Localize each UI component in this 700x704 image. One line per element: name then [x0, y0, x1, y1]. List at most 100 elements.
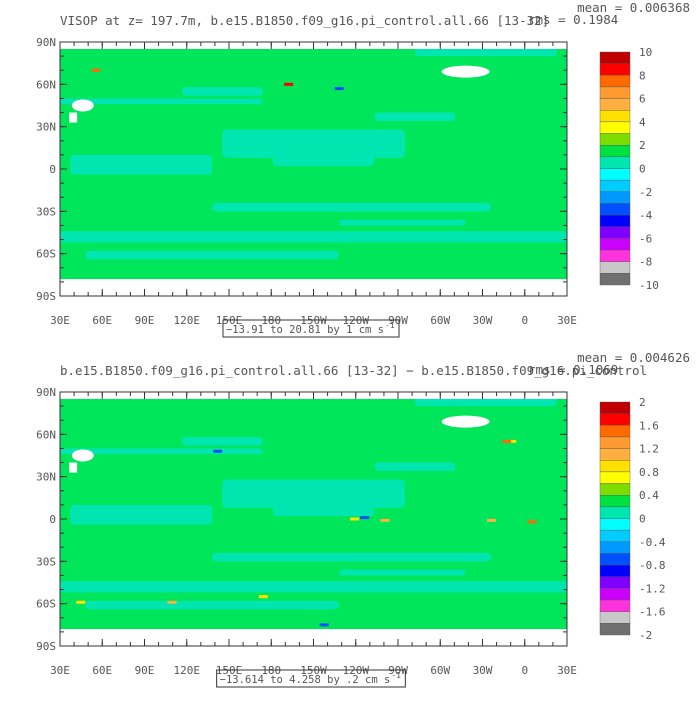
- colorbar-swatch: [599, 460, 631, 473]
- anomaly-speck: [167, 600, 177, 604]
- colorbar-swatch: [599, 588, 631, 601]
- y-tick-label: 30S: [36, 205, 56, 218]
- plot-title: VISOP at z= 197.7m, b.e15.B1850.f09_g16.…: [60, 13, 549, 28]
- colorbar-swatch: [599, 436, 631, 449]
- colorbar-label: -2: [639, 186, 652, 199]
- range-label-box: [216, 669, 406, 688]
- range-label-exponent: -1: [391, 671, 401, 680]
- x-tick-label: 30W: [473, 664, 493, 677]
- colorbar-swatch: [599, 576, 631, 589]
- mean-readout: mean = 0.004626: [577, 350, 690, 365]
- colorbar-label: -0.4: [639, 536, 666, 549]
- y-tick-label: 60S: [36, 598, 56, 611]
- colorbar-swatch: [599, 63, 631, 76]
- colorbar-swatch: [599, 98, 631, 111]
- negative-anomaly-band: [70, 154, 213, 175]
- anomaly-speck: [213, 449, 223, 453]
- colorbar-label: -8: [639, 256, 652, 269]
- negative-anomaly-band: [60, 448, 263, 455]
- negative-anomaly-band: [70, 504, 213, 525]
- colorbar-swatch: [599, 599, 631, 612]
- colorbar-swatch: [599, 214, 631, 227]
- anomaly-speck: [284, 82, 294, 86]
- colorbar-label: 2: [639, 139, 646, 152]
- colorbar-label: 1.2: [639, 443, 659, 456]
- caspian-mask: [71, 99, 94, 112]
- negative-anomaly-band: [60, 231, 567, 243]
- x-tick-label: 0: [521, 664, 528, 677]
- x-tick-label: 60W: [430, 664, 450, 677]
- anomaly-speck: [350, 517, 360, 521]
- colorbar-label: -0.8: [639, 559, 666, 572]
- y-tick-label: 60S: [36, 248, 56, 261]
- colorbar-swatch: [599, 425, 631, 438]
- negative-anomaly-band: [212, 202, 491, 212]
- anomaly-speck: [507, 439, 517, 443]
- colorbar-swatch: [599, 518, 631, 531]
- y-tick-label: 90S: [36, 640, 56, 653]
- plot-title: b.e15.B1850.f09_g16.pi_control.all.66 [1…: [60, 363, 647, 378]
- negative-anomaly-band: [181, 87, 263, 96]
- negative-anomaly-band: [338, 219, 466, 226]
- anomaly-speck: [380, 518, 390, 522]
- colorbar-label: 4: [639, 116, 646, 129]
- north-edge-mask: [59, 41, 619, 49]
- negative-anomaly-band: [222, 479, 405, 508]
- colorbar-swatch: [599, 483, 631, 496]
- x-tick-label: 60W: [430, 314, 450, 327]
- colorbar-swatch: [599, 261, 631, 274]
- negative-anomaly-band: [60, 581, 567, 593]
- caspian-mask: [71, 449, 94, 462]
- colorbar-label: 8: [639, 69, 646, 82]
- negative-anomaly-band: [212, 552, 491, 562]
- x-tick-label: 30E: [50, 314, 70, 327]
- colorbar-swatch: [599, 413, 631, 426]
- colorbar-swatch: [599, 553, 631, 566]
- colorbar-label: 2: [639, 396, 646, 409]
- x-tick-label: 90E: [135, 664, 155, 677]
- x-tick-label: 60E: [92, 664, 112, 677]
- negative-anomaly-band: [272, 152, 375, 167]
- rms-readout: rms = 0.1984: [528, 12, 618, 27]
- colorbar-swatch: [599, 51, 631, 64]
- colorbar-swatch: [599, 144, 631, 158]
- black-sea-mask: [69, 462, 78, 473]
- negative-anomaly-band: [60, 98, 263, 105]
- colorbar-swatch: [599, 110, 631, 123]
- colorbar-swatch: [599, 401, 631, 414]
- negative-anomaly-band: [414, 397, 557, 407]
- colorbar-label: -4: [639, 209, 653, 222]
- colorbar-label: 0: [639, 163, 646, 176]
- y-tick-label: 90N: [36, 386, 56, 399]
- colorbar-swatch: [599, 86, 631, 99]
- colorbar-swatch: [599, 564, 631, 577]
- y-tick-label: 60N: [36, 78, 56, 91]
- negative-anomaly-band: [181, 437, 263, 446]
- x-tick-label: 90E: [135, 314, 155, 327]
- colorbar-label: -1.2: [639, 582, 666, 595]
- arctic-ice-mask: [441, 65, 490, 78]
- colorbar: 2 1.6 1.2 0.8 0.4 0 -0.4 -0.8 -1.2 -1.6 -2: [599, 396, 666, 642]
- colorbar-swatch: [599, 121, 631, 134]
- x-tick-label: 30E: [50, 664, 70, 677]
- anomaly-speck: [258, 595, 268, 599]
- y-tick-label: 30N: [36, 121, 56, 134]
- mean-readout: mean = 0.006368: [577, 0, 690, 15]
- x-tick-label: 30E: [557, 314, 577, 327]
- anomaly-speck: [76, 600, 86, 604]
- y-tick-label: 90S: [36, 290, 56, 303]
- x-tick-label: 120E: [174, 314, 201, 327]
- range-label-exponent: -1: [385, 321, 395, 330]
- negative-anomaly-band: [85, 600, 339, 610]
- colorbar-swatch: [599, 203, 631, 216]
- colorbar-label: -2: [639, 629, 652, 642]
- x-tick-label: 60E: [92, 314, 112, 327]
- colorbar-label: 1.6: [639, 419, 659, 432]
- negative-anomaly-band: [338, 569, 466, 576]
- range-label-box: [222, 319, 400, 338]
- colorbar-label: -6: [639, 232, 652, 245]
- anomaly-speck: [91, 68, 101, 72]
- colorbar-swatch: [599, 529, 631, 543]
